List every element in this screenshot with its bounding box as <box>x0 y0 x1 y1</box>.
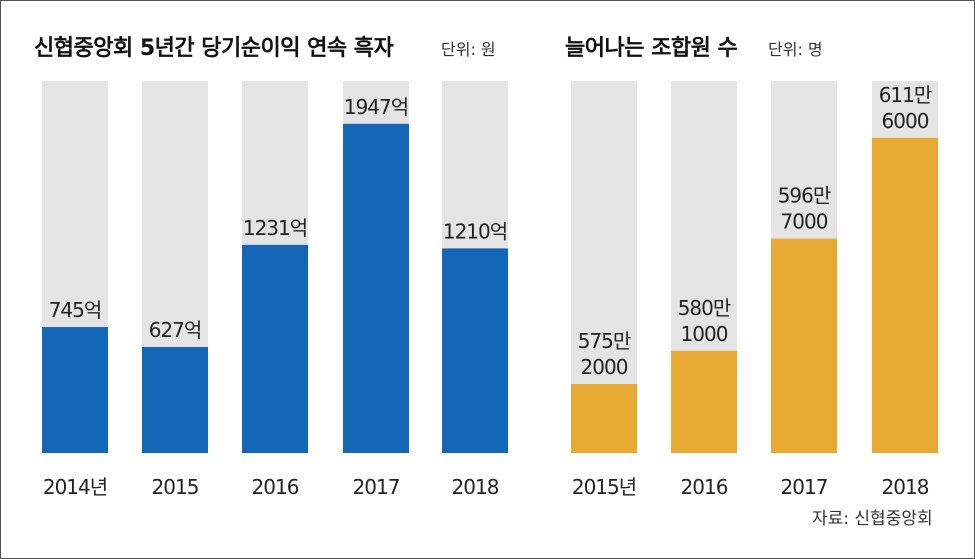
right-value-label: 2000 <box>581 355 628 379</box>
right-bar <box>571 384 637 453</box>
left-bar <box>442 248 508 453</box>
left-bar <box>142 346 208 453</box>
right-bar <box>872 137 938 453</box>
right-value-label: 1000 <box>681 322 728 346</box>
left-value-label: 1947억 <box>344 95 408 119</box>
right-tick-label: 2017 <box>781 475 828 499</box>
right-chart-title: 늘어나는 조합원 수 <box>565 36 738 61</box>
right-tick-label: 2015년 <box>572 475 636 499</box>
left-value-label: 745억 <box>49 298 102 322</box>
left-chart-unit: 단위: 원 <box>441 40 496 59</box>
left-tick-label: 2014년 <box>43 475 107 499</box>
source-note: 자료: 신협중앙회 <box>812 509 933 529</box>
right-bar <box>771 238 837 453</box>
right-value-label: 575만 <box>578 329 631 353</box>
left-tick-label: 2017 <box>353 475 400 499</box>
right-value-label: 611만 <box>879 83 932 107</box>
right-bar <box>671 350 737 453</box>
right-value-label: 6000 <box>882 109 929 133</box>
right-value-label: 596만 <box>778 184 831 208</box>
left-bar <box>343 123 409 453</box>
left-value-label: 627억 <box>149 318 202 342</box>
right-value-label: 7000 <box>781 210 828 234</box>
right-value-label: 580만 <box>678 296 731 320</box>
left-value-label: 1210억 <box>443 219 507 243</box>
right-tick-label: 2016 <box>681 475 728 499</box>
left-tick-label: 2015 <box>152 475 199 499</box>
left-tick-label: 2018 <box>452 475 499 499</box>
right-tick-label: 2018 <box>882 475 929 499</box>
left-bar <box>242 244 308 453</box>
left-chart-title: 신협중앙회 5년간 당기순이익 연속 흑자 <box>34 36 394 61</box>
right-chart-unit: 단위: 명 <box>768 40 823 59</box>
left-tick-label: 2016 <box>252 475 299 499</box>
left-value-label: 1231억 <box>243 216 307 240</box>
left-bar <box>42 327 108 453</box>
